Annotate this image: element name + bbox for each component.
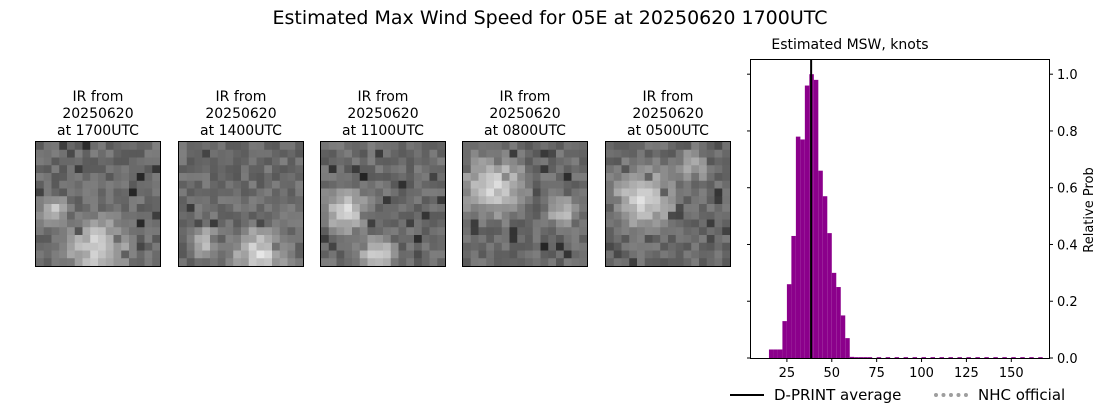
histogram-bar (858, 357, 864, 358)
ir-panel-title-line1: IR from (499, 89, 551, 105)
ir-panel-2: IR from 20250620 at 1400UTC (178, 89, 304, 267)
ir-panel-title-time: at 1700UTC (57, 123, 139, 139)
y-tick-label: 0.4 (1057, 238, 1078, 253)
y-tick-label: 1.0 (1057, 68, 1078, 83)
y-tick-label: 0.8 (1057, 125, 1078, 140)
y-tick-label: 0.0 (1057, 352, 1078, 367)
legend-label: NHC official (978, 386, 1066, 404)
histogram-bar (845, 338, 850, 358)
chart-legend: D-PRINT average NHC official (730, 386, 1090, 406)
histogram-bar (930, 357, 936, 358)
legend-solid-line-swatch (730, 394, 764, 396)
histogram-bar (975, 357, 980, 358)
histogram-bar (903, 357, 909, 358)
histogram-bar (773, 349, 778, 358)
histogram-bar (1002, 357, 1007, 358)
msw-histogram-chart: Estimated MSW, knots 25 50 75 100 125 150 0.0… (747, 37, 1097, 381)
histogram-bar (1038, 357, 1043, 358)
ir-panel-1: IR from 20250620 at 1700UTC (35, 89, 161, 267)
ir-panel-title: IR from 20250620 at 1400UTC (178, 89, 304, 141)
chart-title: Estimated MSW, knots (771, 37, 928, 53)
ir-panel-title-date: 20250620 (205, 106, 277, 122)
ir-panel-title-date: 20250620 (62, 106, 134, 122)
histogram-bar (984, 357, 989, 358)
x-axis-ticks: 25 50 75 100 125 150 (779, 358, 1024, 381)
ir-satellite-image (462, 141, 588, 267)
ir-panel-title-time: at 0500UTC (627, 123, 709, 139)
legend-entry-dprint: D-PRINT average (730, 386, 901, 404)
histogram-bar (786, 284, 792, 358)
histogram-bar (894, 357, 900, 358)
histogram-bar (863, 357, 868, 358)
ir-panel-title-date: 20250620 (347, 106, 419, 122)
histogram-bar (993, 357, 998, 358)
histogram-bars (768, 74, 1043, 359)
histogram-bar (818, 170, 823, 358)
histogram-bar (876, 357, 882, 358)
legend-entry-nhc: NHC official (934, 386, 1065, 404)
x-tick-label: 100 (909, 366, 934, 381)
legend-label: D-PRINT average (774, 386, 902, 404)
ir-panel-title-time: at 0800UTC (484, 123, 566, 139)
histogram-bar (1011, 357, 1016, 358)
plot-frame (750, 59, 1050, 359)
histogram-bar (831, 272, 837, 358)
x-tick-label: 125 (954, 366, 979, 381)
histogram-bar (867, 357, 873, 358)
ir-satellite-image (320, 141, 446, 267)
ir-panel-title-line1: IR from (72, 89, 124, 105)
ir-panel-title-time: at 1100UTC (342, 123, 424, 139)
ir-panel-title-line1: IR from (642, 89, 694, 105)
x-tick-label: 50 (824, 366, 841, 381)
ir-panel-title-date: 20250620 (489, 106, 561, 122)
x-tick-label: 75 (868, 366, 885, 381)
ir-panel-4: IR from 20250620 at 0800UTC (462, 89, 588, 267)
x-tick-label: 150 (999, 366, 1024, 381)
ir-panel-5: IR from 20250620 at 0500UTC (605, 89, 731, 267)
histogram-bar (795, 136, 801, 358)
ir-panel-title: IR from 20250620 at 0800UTC (462, 89, 588, 141)
y-axis-ticks: 0.0 0.2 0.4 0.6 0.8 1.0 (747, 68, 1078, 367)
ir-panel-3: IR from 20250620 at 1100UTC (320, 89, 446, 267)
histogram-bar (849, 356, 855, 358)
histogram-bar (822, 196, 828, 358)
histogram-bar (1029, 357, 1034, 358)
ir-panel-title-line1: IR from (357, 89, 409, 105)
ir-panel-title: IR from 20250620 at 1100UTC (320, 89, 446, 141)
histogram-bar (804, 85, 810, 359)
histogram-bar (840, 315, 846, 358)
histogram-bar (827, 233, 832, 358)
y-tick-label: 0.6 (1057, 182, 1078, 197)
histogram-bar (836, 287, 841, 358)
histogram-bar (777, 349, 783, 358)
ir-panel-title: IR from 20250620 at 1700UTC (35, 89, 161, 141)
ir-panel-title-line1: IR from (215, 89, 267, 105)
histogram-bar (966, 357, 971, 358)
y-axis-label: Relative Prob (1082, 167, 1097, 252)
histogram-bar (768, 349, 774, 358)
histogram-bar (800, 139, 805, 358)
histogram-bar (854, 357, 859, 358)
histogram-bar (939, 357, 944, 358)
x-tick-label: 25 (779, 366, 796, 381)
ir-satellite-image (35, 141, 161, 267)
histogram-bar (948, 357, 953, 358)
histogram-bar (921, 357, 927, 358)
ir-panel-title-date: 20250620 (632, 106, 704, 122)
histogram-bar (957, 357, 962, 358)
figure-title: Estimated Max Wind Speed for 05E at 2025… (272, 7, 828, 29)
histogram-bar (885, 357, 891, 358)
ir-panel-title: IR from 20250620 at 0500UTC (605, 89, 731, 141)
y-tick-label: 0.2 (1057, 295, 1078, 310)
ir-satellite-image (178, 141, 304, 267)
histogram-bar (782, 321, 787, 358)
histogram-bar (791, 235, 796, 358)
histogram-bar (912, 357, 918, 358)
legend-dotted-line-swatch (934, 393, 968, 397)
ir-panel-title-time: at 1400UTC (200, 123, 282, 139)
histogram-bar (813, 79, 819, 358)
ir-satellite-image (605, 141, 731, 267)
histogram-bar (1020, 357, 1025, 358)
